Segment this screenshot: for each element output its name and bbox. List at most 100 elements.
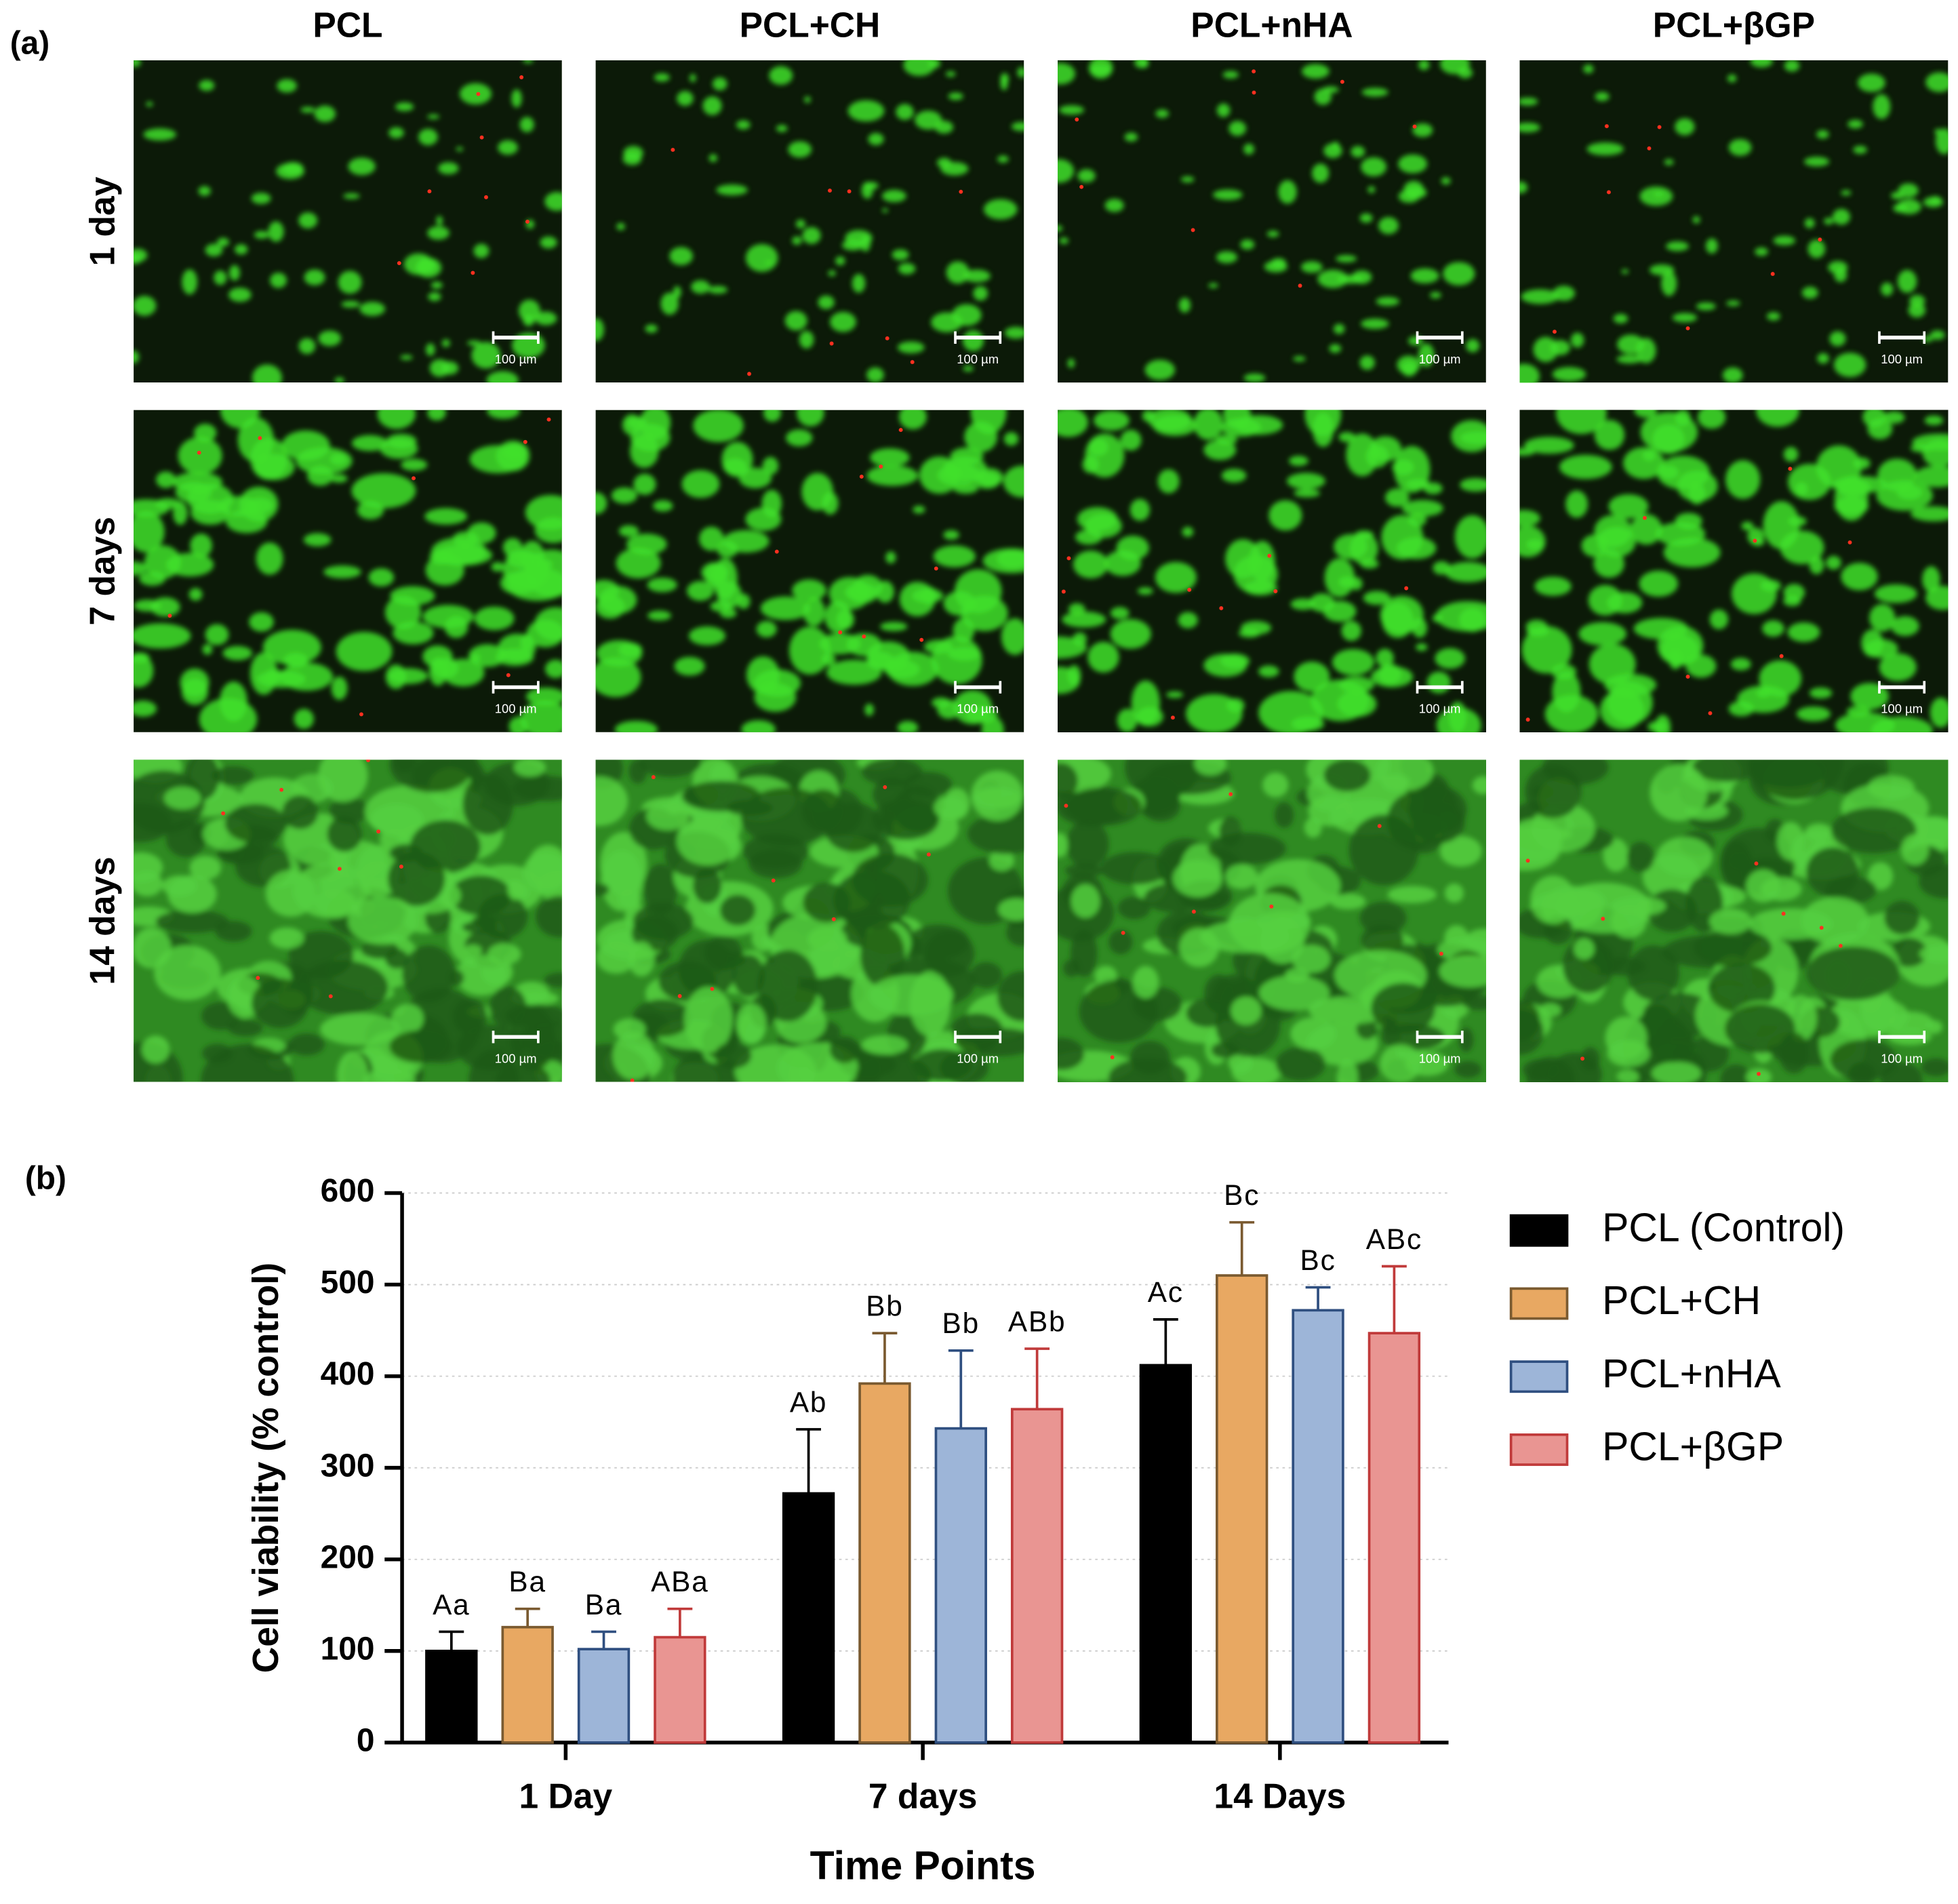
cell [1914,465,1949,488]
cell [393,621,434,645]
cell [1688,483,1706,504]
scale-bar-label: 100 µm [1419,352,1461,366]
cell [1371,983,1436,1034]
cell [1361,87,1388,97]
cell [1287,473,1325,490]
micrograph-content [134,759,562,1082]
cell [797,410,824,427]
micrograph-content [595,759,1024,1082]
y-tick-label: 100 [321,1631,375,1667]
cell [788,141,812,158]
cell [973,787,1022,809]
cell [1603,838,1629,872]
cell [462,773,513,835]
cell [1094,410,1130,431]
cell [1891,616,1919,637]
cell [864,703,874,716]
cell [215,921,252,942]
cell [400,355,413,360]
significance-label: ABc [1366,1223,1422,1255]
cell [1524,437,1574,454]
dead-cell [1075,117,1079,122]
cell [202,643,213,655]
dead-cell [1269,904,1274,909]
cell [1787,622,1820,642]
cell [1521,626,1572,674]
cells [595,410,1024,732]
dead-cell [258,436,262,441]
cell [862,759,923,786]
cell [212,766,254,785]
cell [1530,875,1576,924]
dead-cell [1267,553,1272,558]
cell [269,927,304,949]
dead-cell [399,865,403,869]
dead-cell [1377,824,1382,829]
cell [1613,313,1629,323]
cell [1923,197,1944,207]
cell [1763,501,1800,549]
y-tick-label: 400 [321,1356,375,1392]
cell [334,377,344,383]
cell [1117,896,1151,919]
cell [387,851,445,907]
cell [1003,465,1024,498]
cell [429,549,452,565]
cell [1890,937,1927,968]
cell [1443,262,1475,285]
cell [1336,255,1357,262]
cell [472,915,498,928]
dead-cell [359,712,363,717]
cell [736,120,751,130]
cell [1534,576,1572,596]
cell [687,580,714,601]
cell [692,867,722,904]
cell [1351,146,1365,158]
cell [717,581,742,609]
cell [227,1019,263,1037]
cell [1466,339,1480,353]
micrograph: 100 µm [134,60,562,383]
dead-cell [934,566,938,571]
cell [1332,649,1374,676]
cell [1519,122,1540,133]
cell [611,487,637,504]
cell [852,853,929,907]
bar [1010,1408,1064,1744]
cell [1720,1064,1752,1082]
cell [913,505,925,514]
cell [474,606,515,631]
cell [1897,269,1917,294]
cells [1058,60,1480,382]
cell [1243,373,1266,382]
cell [134,351,140,363]
cell [1258,975,1330,1011]
cell [1552,367,1586,382]
cell [852,273,866,293]
dead-cell [519,75,524,79]
cell [626,534,667,555]
dead-cell [1604,124,1609,129]
cell [444,616,468,638]
cell [1089,64,1112,76]
cell [1132,966,1159,999]
cell [351,435,388,452]
y-tick-label: 200 [321,1539,375,1575]
cell [188,588,203,601]
cell [1062,611,1106,628]
cell [756,620,777,638]
micrograph: 100 µm [134,759,562,1082]
dead-cell [1818,237,1822,242]
dead-cell [471,271,475,275]
cell [818,295,835,309]
cell [1136,707,1164,727]
cell [1430,292,1441,299]
cell [760,596,811,620]
y-tick-label: 300 [321,1448,375,1484]
cell [1726,300,1740,306]
cell [402,945,456,1003]
dead-cell [838,630,843,635]
x-tick-label: 1 Day [519,1776,613,1815]
cell [507,879,524,900]
cell [1925,72,1949,92]
